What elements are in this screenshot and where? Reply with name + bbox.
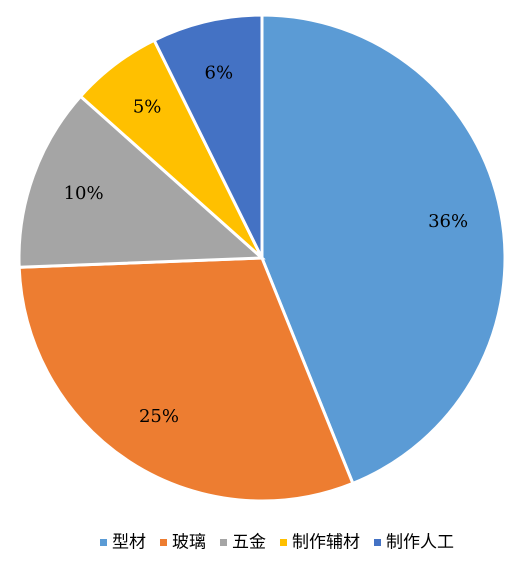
pie-slice — [17, 94, 266, 269]
legend-label: 制作人工 — [386, 533, 454, 553]
legend-swatch — [100, 539, 107, 546]
legend-swatch — [160, 539, 167, 546]
legend-label: 制作辅材 — [292, 533, 360, 553]
data-label: 5% — [133, 96, 162, 117]
data-label: 25% — [139, 406, 179, 427]
pie-slice — [17, 256, 355, 503]
legend-label: 玻璃 — [172, 533, 206, 553]
legend-swatch — [280, 539, 287, 546]
pie-slice — [152, 13, 264, 259]
legend-swatch — [374, 539, 381, 546]
pie-slice — [260, 13, 507, 486]
data-label: 10% — [64, 183, 104, 204]
legend-swatch — [220, 539, 227, 546]
legend-label: 五金 — [232, 533, 266, 553]
data-label: 36% — [428, 211, 468, 232]
data-label: 6% — [205, 62, 234, 83]
legend-label: 型材 — [112, 533, 146, 553]
